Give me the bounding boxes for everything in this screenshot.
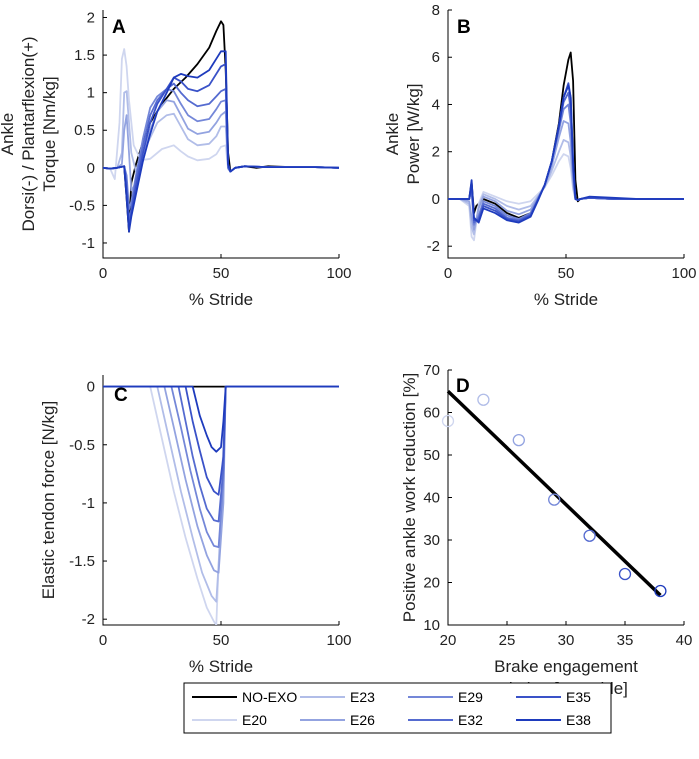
panel-b-data (448, 51, 684, 242)
panel-c-ytick-label: -2 (82, 611, 95, 628)
legend: NO-EXO E23 E29 E35 E20 E26 E32 E38 (183, 682, 612, 734)
panel-c-series-e32 (103, 385, 339, 523)
panel-a-series-e38 (103, 50, 339, 233)
panel-d-point-e23 (477, 393, 490, 406)
panel-d-point-e32 (583, 529, 596, 542)
panel-c-data (103, 385, 339, 625)
panel-b-ytick-label: 0 (432, 191, 440, 208)
panel-b-series-e38 (448, 84, 684, 224)
panel-a-xtick-label: 100 (326, 265, 351, 282)
panel-d-ylabel-line: Positive ankle work reduction [%] (400, 373, 419, 622)
panel-c-series-e35 (103, 385, 339, 496)
panel-a-ytick-label: -1 (82, 235, 95, 252)
panel-a-data (103, 20, 339, 233)
panel-d-point-e35 (618, 567, 632, 581)
panel-a-axes (102, 10, 339, 259)
panel-b-series-e32 (448, 91, 684, 224)
legend-label-e32: E32 (458, 712, 483, 728)
panel-c-series-e29 (103, 385, 339, 548)
panel-c-letter: C (114, 385, 128, 406)
panel-c-tendon-force-chart: 0 50 100 -2 -1.5 -1 -0.5 0 % Stride Elastic tendo… (39, 375, 352, 676)
panel-d-point-e20 (441, 414, 455, 428)
panel-d-xlabel-line: Brake engagement (494, 657, 638, 676)
panel-a-ytick-label: 0.5 (74, 122, 95, 139)
panel-b-series-e26 (448, 120, 684, 231)
panel-d-ytick-label: 10 (423, 617, 440, 634)
panel-a-ytick-label: -0.5 (69, 197, 95, 214)
panel-d-point-e29 (548, 493, 561, 506)
panel-c-series-e38 (103, 385, 339, 453)
panel-c-xtick-label: 50 (213, 632, 230, 649)
panel-a-ytick-label: 2 (87, 10, 95, 27)
panel-a-ytick-label: 0 (87, 160, 95, 177)
panel-c-xtick-label: 100 (326, 632, 351, 649)
panel-c-xtick-label: 0 (99, 632, 107, 649)
panel-a-series-e29 (103, 88, 339, 211)
panel-c-ytick-label: -0.5 (69, 437, 95, 454)
panel-a-xtick-label: 50 (213, 265, 230, 282)
panel-d-ytick-label: 70 (423, 362, 440, 379)
panel-c-ytick-label: 0 (87, 379, 95, 396)
panel-a-ytick-label: 1 (87, 85, 95, 102)
legend-label-e26: E26 (350, 712, 375, 728)
panel-a-ytick-label: 1.5 (74, 47, 95, 64)
panel-a-ylabel-line: Ankle (0, 113, 17, 156)
panel-b-xtick-label: 50 (558, 265, 575, 282)
legend-label-e35: E35 (566, 689, 591, 705)
panel-b-letter: B (457, 17, 471, 38)
panel-d-letter: D (456, 376, 470, 397)
legend-label-e20: E20 (242, 712, 267, 728)
panel-a-torque-chart: 0 50 100 -1 -0.5 0 0.5 1 1.5 2 % Stride Ankle Dorsi(… (0, 10, 352, 309)
panel-d-xtick-label: 25 (499, 632, 516, 649)
panel-d-xtick-label: 30 (558, 632, 575, 649)
panel-b-series-e23 (448, 138, 684, 236)
panel-d-fit-line (446, 389, 662, 597)
panel-d-ytick-label: 40 (423, 490, 440, 507)
panel-c-ytick-label: -1.5 (69, 553, 95, 570)
panel-a-ylabel-line: Torque [Nm/kg] (40, 76, 59, 191)
panel-d-point-e26 (512, 433, 525, 447)
panel-d-point-e38 (654, 584, 667, 598)
panel-b-xlabel: % Stride (534, 290, 598, 309)
panel-a-series-e32 (103, 82, 339, 222)
panel-b-ytick-label: 8 (432, 2, 440, 19)
panel-b-ytick-label: 2 (432, 144, 440, 161)
panel-a-ylabel-line: Dorsi(-) / Plantarflexion(+) (19, 36, 38, 231)
panel-d-axes (447, 370, 684, 626)
panel-d-ytick-label: 50 (423, 447, 440, 464)
panel-d-ytick-label: 30 (423, 532, 440, 549)
panel-d-ytick-label: 60 (423, 405, 440, 422)
panel-b-axes (447, 10, 684, 259)
panel-d-xtick-label: 20 (440, 632, 457, 649)
panel-d-xtick-label: 35 (617, 632, 634, 649)
panel-d-xtick-label: 40 (676, 632, 693, 649)
panel-b-xtick-label: 100 (671, 265, 696, 282)
panel-a-xtick-label: 0 (99, 265, 107, 282)
panel-b-ytick-label: 6 (432, 49, 440, 66)
panel-b-xtick-label: 0 (444, 265, 452, 282)
panel-b-ytick-label: -2 (427, 238, 440, 255)
panel-b-ylabel-line: Power [W/kg] (404, 83, 423, 184)
legend-label-e23: E23 (350, 689, 375, 705)
panel-a-xlabel: % Stride (189, 290, 253, 309)
panel-c-ylabel-line: Elastic tendon force [N/kg] (39, 401, 58, 599)
panel-c-ytick-label: -1 (82, 495, 95, 512)
legend-label-e29: E29 (458, 689, 483, 705)
legend-label-e38: E38 (566, 712, 591, 728)
panel-d-ytick-label: 20 (423, 575, 440, 592)
legend-box (183, 682, 612, 734)
panel-b-ytick-label: 4 (432, 96, 440, 113)
panel-a-letter: A (112, 17, 126, 38)
legend-label-no-exo: NO-EXO (242, 689, 297, 705)
panel-b-ylabel-line: Ankle (383, 113, 402, 156)
panel-c-xlabel: % Stride (189, 657, 253, 676)
